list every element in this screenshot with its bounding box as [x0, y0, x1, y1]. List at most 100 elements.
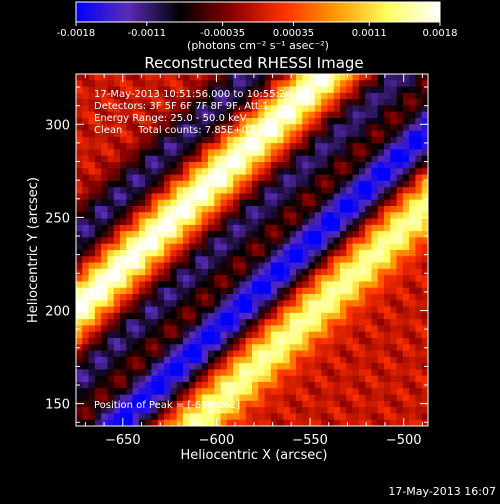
heatmap-cell — [182, 187, 190, 194]
heatmap-cell — [226, 356, 234, 364]
heatmap-cell — [270, 162, 278, 169]
heatmap-cell — [308, 231, 316, 238]
heatmap-cell — [176, 312, 184, 320]
heatmap-cell — [352, 149, 360, 157]
heatmap-cell — [314, 375, 322, 383]
heatmap-cell — [208, 206, 215, 213]
heatmap-cell — [226, 250, 234, 257]
heatmap-cell — [270, 111, 278, 119]
heatmap-cell — [346, 124, 353, 131]
heatmap-cell — [189, 237, 196, 245]
heatmap-cell — [346, 268, 353, 276]
heatmap-cell — [371, 243, 379, 251]
heatmap-cell — [258, 312, 265, 320]
heatmap-cell — [120, 419, 127, 427]
heatmap-cell — [94, 80, 102, 87]
heatmap-cell — [239, 99, 247, 106]
heatmap-cell — [396, 413, 404, 421]
heatmap-cell — [333, 80, 341, 87]
heatmap-cell — [333, 407, 341, 414]
heatmap-cell — [283, 413, 291, 421]
heatmap-cell — [82, 237, 89, 245]
heatmap-cell — [245, 118, 253, 125]
heatmap-cell — [396, 300, 404, 307]
heatmap-cell — [296, 281, 303, 289]
heatmap-cell — [164, 118, 171, 125]
heatmap-cell — [390, 388, 397, 395]
heatmap-cell — [352, 306, 360, 314]
heatmap-cell — [208, 111, 215, 119]
heatmap-cell — [264, 92, 272, 100]
heatmap-cell — [195, 199, 203, 207]
heatmap-cell — [208, 331, 215, 339]
heatmap-cell — [226, 168, 234, 175]
heatmap-cell — [164, 162, 171, 169]
heatmap-cell — [214, 124, 221, 131]
heatmap-cell — [377, 187, 385, 194]
heatmap-cell — [321, 231, 328, 238]
heatmap-cell — [94, 256, 102, 263]
heatmap-cell — [283, 394, 291, 402]
heatmap-cell — [289, 92, 297, 100]
heatmap-cell — [396, 99, 404, 106]
heatmap-cell — [226, 212, 234, 219]
heatmap-cell — [208, 413, 215, 421]
heatmap-cell — [138, 407, 146, 414]
heatmap-cell — [145, 130, 152, 138]
heatmap-cell — [365, 243, 372, 251]
heatmap-cell — [371, 180, 379, 188]
heatmap-cell — [145, 231, 152, 238]
heatmap-cell — [346, 294, 353, 301]
heatmap-cell — [176, 162, 184, 169]
heatmap-cell — [314, 331, 322, 339]
heatmap-cell — [308, 237, 316, 245]
heatmap-cell — [101, 149, 108, 157]
heatmap-cell — [120, 407, 127, 414]
heatmap-cell — [82, 199, 89, 207]
heatmap-cell — [101, 394, 108, 402]
heatmap-cell — [214, 400, 221, 408]
heatmap-cell — [182, 275, 190, 282]
heatmap-cell — [314, 262, 322, 270]
heatmap-cell — [208, 363, 215, 370]
heatmap-cell — [239, 331, 247, 339]
heatmap-cell — [302, 231, 309, 238]
heatmap-cell — [120, 382, 127, 389]
heatmap-cell — [371, 407, 379, 414]
heatmap-cell — [113, 162, 121, 169]
heatmap-cell — [101, 413, 108, 421]
heatmap-cell — [321, 394, 328, 402]
heatmap-cell — [333, 262, 341, 270]
heatmap-cell — [358, 218, 366, 226]
heatmap-cell — [201, 407, 209, 414]
heatmap-cell — [321, 212, 328, 219]
heatmap-cell — [132, 268, 140, 276]
heatmap-cell — [252, 74, 259, 81]
heatmap-cell — [277, 294, 284, 301]
heatmap-cell — [258, 356, 265, 364]
heatmap-cell — [170, 363, 177, 370]
heatmap-cell — [208, 400, 215, 408]
heatmap-cell — [189, 111, 196, 119]
heatmap-cell — [170, 294, 177, 301]
heatmap-cell — [195, 382, 203, 389]
heatmap-cell — [289, 312, 297, 320]
heatmap-cell — [82, 162, 89, 169]
heatmap-cell — [340, 300, 347, 307]
heatmap-cell — [402, 162, 410, 169]
heatmap-cell — [302, 143, 309, 150]
heatmap-cell — [164, 143, 171, 150]
heatmap-cell — [277, 74, 284, 81]
heatmap-cell — [76, 394, 83, 402]
heatmap-cell — [340, 162, 347, 169]
heatmap-cell — [107, 224, 115, 232]
heatmap-cell — [327, 218, 335, 226]
heatmap-cell — [321, 375, 328, 383]
heatmap-cell — [157, 331, 165, 339]
heatmap-cell — [233, 382, 240, 389]
heatmap-cell — [195, 388, 203, 395]
heatmap-cell — [390, 231, 397, 238]
heatmap-cell — [88, 237, 96, 245]
heatmap-cell — [157, 363, 165, 370]
heatmap-cell — [289, 237, 297, 245]
